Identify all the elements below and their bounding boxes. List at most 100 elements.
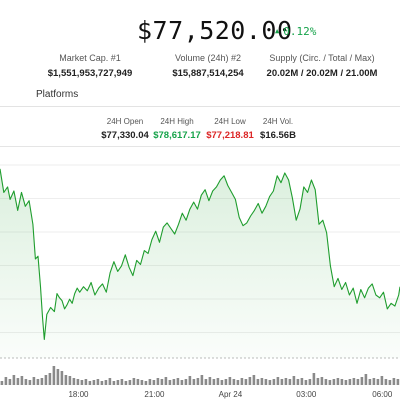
volume-bar (220, 380, 224, 385)
volume-bar (88, 381, 92, 385)
volume-bar (140, 380, 144, 385)
volume-bar (396, 379, 400, 385)
volume-bar (252, 375, 256, 385)
volume-bar (20, 376, 24, 385)
tab-bar: s Platforms (0, 84, 400, 107)
divider (0, 146, 400, 147)
volume-bar (348, 379, 352, 385)
price-change: ▲ 0.12% (275, 25, 316, 38)
volume-bar (392, 378, 396, 385)
volume-bar (280, 379, 284, 385)
volume-bar (44, 375, 48, 385)
volume-bar (352, 378, 356, 385)
volume-bar (196, 378, 200, 385)
volume-bar (56, 369, 60, 385)
volume-bar (12, 375, 16, 385)
ohlc-high: 24H High $78,617.17 (152, 117, 202, 141)
volume-bar (148, 379, 152, 385)
volume-bar (248, 377, 252, 385)
volume-bar (132, 378, 136, 385)
volume-bar (52, 366, 56, 385)
volume-bar (72, 378, 76, 385)
volume-bar (192, 379, 196, 385)
ohlc-value: $77,218.81 (206, 130, 254, 141)
volume-bar (308, 379, 312, 385)
ohlc-volume: 24H Vol. $16.56B (258, 117, 298, 141)
volume-bar (212, 379, 216, 385)
volume-bar (316, 378, 320, 385)
ohlc-value: $78,617.17 (153, 130, 201, 141)
volume-bar (356, 379, 360, 385)
volume-bar (264, 379, 268, 385)
volume-bar (80, 380, 84, 385)
volume-bar (64, 375, 68, 385)
price-row: $77,520.00 ▲ 0.12% (0, 14, 400, 50)
volume-bar (312, 373, 316, 385)
x-tick-label: 03:00 (296, 390, 317, 399)
volume-bar (16, 378, 20, 385)
volume-bar (228, 377, 232, 385)
price-area (0, 168, 400, 358)
volume-bar (388, 380, 392, 385)
volume-bar (104, 380, 108, 385)
volume-bar (364, 374, 368, 385)
stat-label: Supply (Circ. / Total / Max) (269, 53, 375, 63)
volume-bar (24, 379, 28, 385)
volume-bar (268, 380, 272, 385)
volume-bar (368, 379, 372, 385)
volume-bar (36, 379, 40, 385)
volume-bar (144, 381, 148, 385)
volume-bar (168, 380, 172, 385)
volume-bar (216, 378, 220, 385)
stat-value: 20.02M / 20.02M / 21.00M (266, 68, 378, 79)
volume-bar (240, 378, 244, 385)
volume-bar (128, 380, 132, 385)
price-line (0, 168, 400, 340)
volume-bar (156, 378, 160, 385)
volume-bar (276, 377, 280, 385)
volume-bar (344, 380, 348, 385)
volume-bar (372, 378, 376, 385)
volume-bar (188, 376, 192, 385)
volume-bar (68, 376, 72, 385)
volume-bar (320, 377, 324, 385)
x-tick-label: Apr 24 (219, 390, 243, 399)
volume-bar (380, 376, 384, 385)
volume-bar (328, 380, 332, 385)
volume-bar (96, 379, 100, 385)
volume-bar (360, 377, 364, 385)
volume-bar (236, 380, 240, 385)
stat-volume: Volume (24h) #2 $15,887,514,254 (158, 53, 258, 79)
volume-bar (324, 379, 328, 385)
ohlc-label: 24H Open (106, 117, 144, 126)
ohlc-value: $16.56B (260, 130, 296, 141)
ohlc-label: 24H Vol. (262, 117, 294, 126)
volume-bars (0, 366, 400, 385)
stat-market-cap: Market Cap. #1 $1,551,953,727,949 (40, 53, 140, 79)
price-chart[interactable]: 18:00 21:00 Apr 24 03:00 06:00 (0, 147, 400, 400)
volume-bar (116, 380, 120, 385)
volume-bar (32, 377, 36, 385)
volume-bar (208, 377, 212, 385)
volume-bar (8, 379, 12, 385)
volume-bar (160, 379, 164, 385)
volume-bar (288, 379, 292, 385)
volume-bar (300, 378, 304, 385)
stat-label: Volume (24h) #2 (174, 53, 242, 63)
volume-bar (272, 379, 276, 385)
tab-platforms[interactable]: Platforms (36, 89, 79, 100)
volume-bar (200, 375, 204, 385)
volume-bar (92, 380, 96, 385)
up-arrow-icon: ▲ (275, 27, 280, 35)
volume-bar (172, 379, 176, 385)
volume-bar (136, 379, 140, 385)
volume-bar (260, 378, 264, 385)
volume-bar (284, 378, 288, 385)
current-price: $77,520.00 (137, 16, 293, 45)
price-change-value: 0.12% (283, 25, 317, 38)
volume-bar (304, 380, 308, 385)
volume-bar (28, 380, 32, 385)
ohlc-open: 24H Open $77,330.04 (100, 117, 150, 141)
volume-bar (244, 379, 248, 385)
volume-bar (112, 381, 116, 385)
